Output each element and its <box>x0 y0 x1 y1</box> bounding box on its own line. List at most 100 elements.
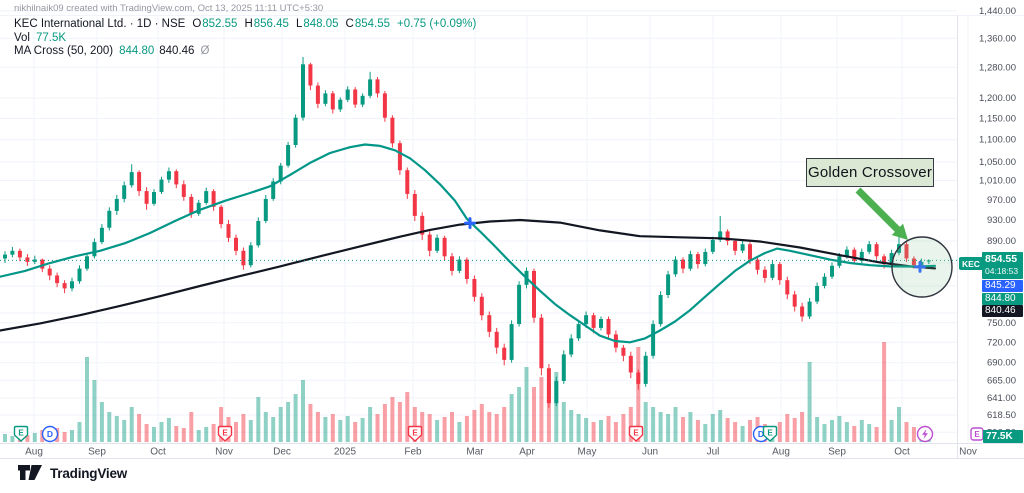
price-axis-label: 1,100.00 <box>979 135 1016 146</box>
candle-body <box>382 93 387 118</box>
volume-bar <box>502 407 507 442</box>
svg-text:E: E <box>412 429 418 438</box>
candle-body <box>472 279 477 297</box>
svg-text:E: E <box>974 430 980 439</box>
golden-crossover-arrow[interactable] <box>855 187 901 233</box>
candle-body <box>397 143 402 171</box>
event-marker-e-icon[interactable]: E <box>407 425 423 442</box>
volume-bar <box>859 420 864 442</box>
candle-body <box>822 276 827 286</box>
volume-bar <box>159 422 164 442</box>
volume-bar <box>613 422 618 442</box>
price-axis-label: 1,050.00 <box>979 157 1016 168</box>
volume-bar <box>822 424 827 442</box>
volume-bar <box>539 377 544 442</box>
volume-bar <box>144 424 149 442</box>
candle-body <box>375 79 380 94</box>
candle-body <box>3 254 7 259</box>
candle-body <box>785 280 790 295</box>
hidden-eye-icon[interactable]: Ø <box>200 45 210 57</box>
candle-body <box>762 269 767 278</box>
symbol-legend-row[interactable]: KEC International Ltd. · 1D · NSE O852.55… <box>14 18 476 31</box>
candle-body <box>561 354 566 381</box>
candle-body <box>435 237 440 251</box>
volume-bar <box>509 394 514 442</box>
candle-body <box>807 301 812 317</box>
price-axis-label: 970.00 <box>987 195 1016 206</box>
time-axis[interactable]: Aug Sep Oct Nov Dec 2025 Feb Mar Apr May Jun Jul Aug… <box>25 447 977 458</box>
candle-body <box>368 79 373 96</box>
candle-body <box>181 184 186 197</box>
candle-body <box>301 64 305 118</box>
golden-crossover-circle[interactable] <box>891 236 953 298</box>
time-axis-label: Aug <box>25 447 43 458</box>
volume-value: 77.5K <box>36 31 67 44</box>
event-marker-e-icon[interactable]: E <box>13 425 29 442</box>
candle-body <box>725 231 730 241</box>
volume-bar <box>464 416 469 442</box>
volume-bar <box>897 407 901 442</box>
volume-legend-row[interactable]: Vol 77.5K <box>14 32 476 45</box>
candle-body <box>152 192 156 204</box>
ma50-axis-badge: 844.80 <box>982 292 1023 305</box>
event-marker-e-icon[interactable]: E <box>628 425 644 442</box>
volume-bar <box>10 436 15 442</box>
candle-body <box>874 244 879 257</box>
price-axis-label: 1,010.00 <box>979 176 1016 187</box>
volume-bar <box>315 412 320 442</box>
volume-bar <box>420 412 425 442</box>
volume-bar <box>323 417 328 442</box>
tradingview-brand-text[interactable]: TradingView <box>50 465 128 481</box>
volume-bar <box>181 428 186 442</box>
golden-crossover-annotation[interactable] <box>855 187 953 298</box>
event-marker-bolt-icon[interactable] <box>916 425 934 443</box>
candle-body <box>211 191 216 207</box>
candle-body <box>755 259 760 270</box>
event-marker-d-icon[interactable]: D <box>41 425 59 443</box>
volume-bar <box>32 433 37 442</box>
volume-bar <box>882 342 887 442</box>
candle-body <box>278 165 283 182</box>
volume-bar <box>412 407 417 442</box>
candle-body <box>256 221 261 246</box>
tradingview-logo-icon[interactable] <box>18 464 43 482</box>
event-marker-e-icon[interactable]: E <box>762 425 778 442</box>
golden-crossover-label[interactable]: Golden Crossover <box>806 158 934 187</box>
volume-bar <box>174 426 179 442</box>
volume-bar <box>792 418 797 442</box>
candle-body <box>457 259 462 271</box>
time-axis-label: Aug <box>772 447 790 458</box>
volume-bar <box>263 412 268 442</box>
volume-bar <box>70 430 74 442</box>
volume-bar <box>204 427 209 442</box>
candle-body <box>554 381 559 404</box>
volume-bar <box>844 422 849 442</box>
event-marker-e-icon[interactable]: E <box>970 427 984 441</box>
candle-body <box>196 202 201 214</box>
candle-body <box>129 172 134 186</box>
candle-body <box>25 257 30 262</box>
price-axis-label: 1,280.00 <box>979 62 1016 73</box>
candle-body <box>204 191 209 203</box>
golden-crossover-arrowhead[interactable] <box>891 223 908 240</box>
volume-bar <box>442 417 447 442</box>
volume-bar <box>748 420 752 442</box>
candle-body <box>286 145 291 166</box>
event-marker-e-icon[interactable]: E <box>217 425 233 442</box>
candle-body <box>144 191 149 204</box>
volume-bar <box>904 422 909 442</box>
volume-bar <box>301 380 305 442</box>
ma-cross-legend-row[interactable]: MA Cross (50, 200) 844.80 840.46 Ø <box>14 45 476 58</box>
candle-body <box>666 274 671 295</box>
candle-body <box>77 268 82 282</box>
volume-bar <box>397 402 402 442</box>
volume-bar <box>807 362 812 442</box>
volume-bar <box>874 427 879 442</box>
low-value: 848.05 <box>303 18 339 30</box>
candle-body <box>159 179 164 192</box>
candle-body <box>591 315 596 328</box>
candle-body <box>576 324 581 339</box>
